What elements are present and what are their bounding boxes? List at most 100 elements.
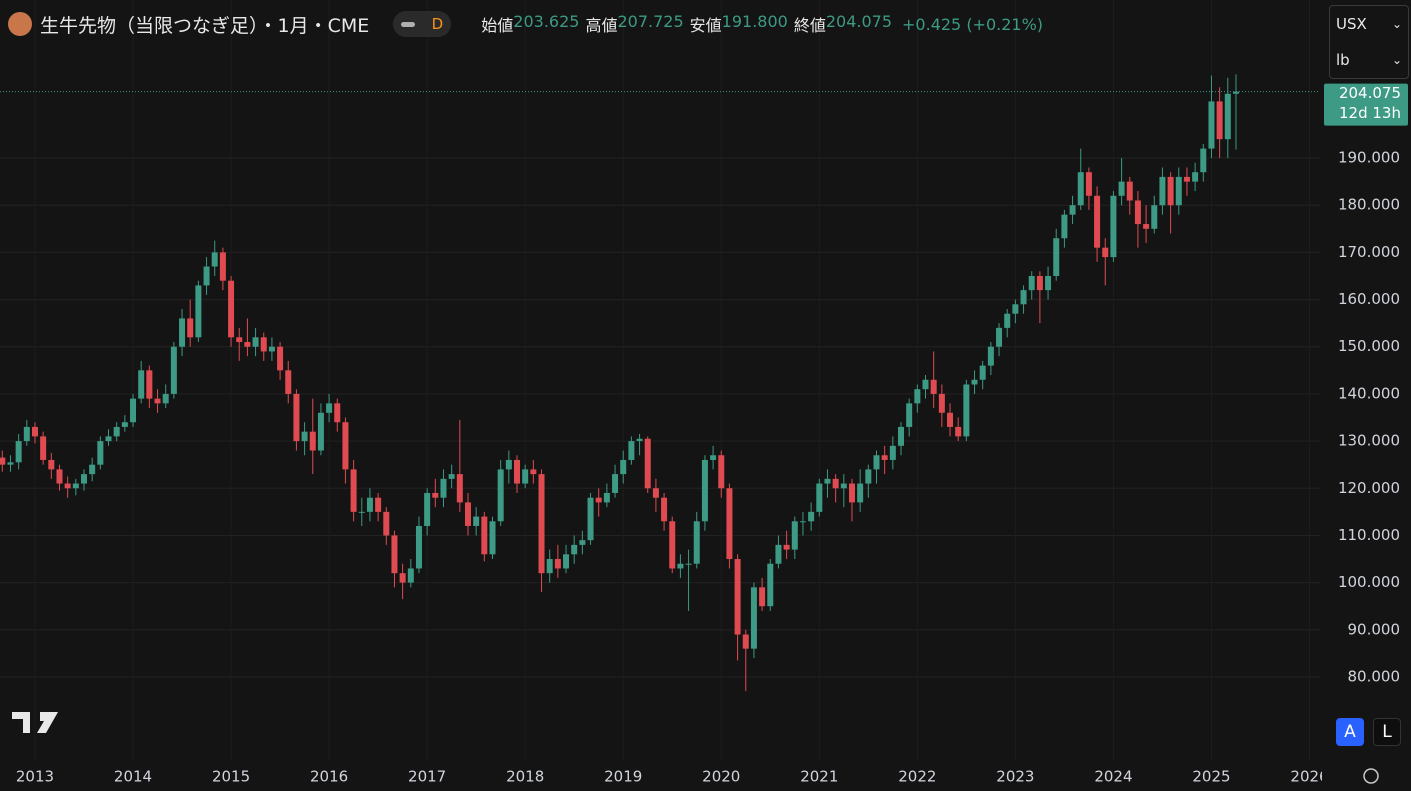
candle-body [824,478,831,484]
unit-select[interactable]: lb [1330,42,1408,78]
candle-body [914,389,921,404]
candle-body [15,441,22,463]
candle-body [195,285,202,338]
y-tick-label: 100.000 [1338,573,1400,591]
candle-body [326,403,333,413]
x-tick-label: 2025 [1192,768,1230,786]
x-tick-label: 2026 [1290,768,1328,786]
y-tick-label: 130.000 [1338,432,1400,450]
y-tick-label: 80.000 [1348,667,1401,685]
x-tick-label: 2022 [898,768,936,786]
candle-body [1102,247,1109,258]
candle-body [922,379,929,390]
candle-body [342,422,349,470]
candle-body [1216,101,1223,140]
y-tick-label: 110.000 [1338,526,1400,544]
candle-body [563,554,570,569]
candle-body [146,370,153,399]
candle-body [530,469,537,475]
candle-body [979,365,986,380]
x-tick-label: 2020 [702,768,740,786]
ohlc-value: 191.800 [721,12,788,31]
candle-body [399,573,406,583]
candle-body [848,483,855,503]
candle-body [783,544,790,550]
candle-body [620,459,627,475]
ohlc-values: 始値 203.625 高値 207.725 安値 191.800 終値 204.075 [475,12,892,36]
candle-body [1085,172,1092,196]
candle-body [236,337,243,343]
candle-body [538,474,545,574]
candle-body [750,587,757,649]
log-scale-button[interactable]: L [1373,718,1401,746]
candle-body [685,563,692,565]
candle-body [260,337,267,352]
candle-body [718,455,725,489]
candle-body [350,469,357,512]
candle-body [407,568,414,583]
candle-body [1143,224,1150,229]
candle-body [505,459,512,470]
candle-body [89,464,96,475]
candle-body [742,634,749,649]
x-tick-label: 2019 [604,768,642,786]
candle-body [23,426,30,442]
candle-body [481,516,488,555]
interval-label: D [431,15,444,33]
candle-body [710,455,717,460]
symbol-title: 生牛先物（当限つなぎ足）・1月・CME [40,14,370,37]
candle-body [301,431,308,442]
candle-body [1069,205,1076,215]
candle-body [1224,93,1231,140]
candle-body [1118,181,1125,196]
y-tick-label: 170.000 [1338,243,1400,261]
candle-body [432,492,439,498]
candle-body [358,511,365,513]
y-tick-label: 90.000 [1348,620,1401,638]
candle-body [1012,304,1019,314]
candle-body [293,393,300,442]
currency-select[interactable]: USX [1330,6,1408,42]
candle-body [1151,205,1158,229]
candle-body [759,587,766,607]
ohlc-label: 安値 [689,16,722,35]
candle-body [775,544,782,564]
candle-body [661,497,668,522]
countdown: 12d 13h [1339,104,1401,122]
candle-body [963,384,970,437]
candle-body [799,521,806,523]
candle-body [31,426,38,437]
candle-body [652,488,659,498]
candle-body [285,370,292,394]
candle-body [1192,172,1199,182]
candle-body [726,488,733,560]
candle-body [366,497,373,512]
ohlc-value: 204.075 [825,12,893,31]
candle-body [424,492,431,527]
auto-scale-button[interactable]: A [1336,718,1364,746]
candle-body [677,563,684,569]
candle-body [383,511,390,536]
candle-body [1028,275,1035,291]
candle-body [644,438,651,489]
candle-body [1004,313,1011,328]
settings-icon[interactable] [1363,768,1379,784]
candle-body [546,559,553,574]
candle-body [309,431,316,451]
x-tick-label: 2024 [1094,768,1132,786]
candle-body [857,483,864,503]
candle-body [898,426,904,446]
candle-body [734,559,741,635]
candle-body [579,540,586,545]
candle-body [693,521,700,564]
x-tick-label: 2015 [212,768,250,786]
candle-body [1077,172,1084,206]
interval-badge[interactable]: D [393,11,452,37]
candle-body [669,521,676,569]
candle-body [595,497,602,503]
x-tick-label: 2023 [996,768,1034,786]
candle-body [473,516,480,527]
candle-body [930,379,937,394]
candle-body [464,502,471,527]
candle-body [56,469,63,484]
